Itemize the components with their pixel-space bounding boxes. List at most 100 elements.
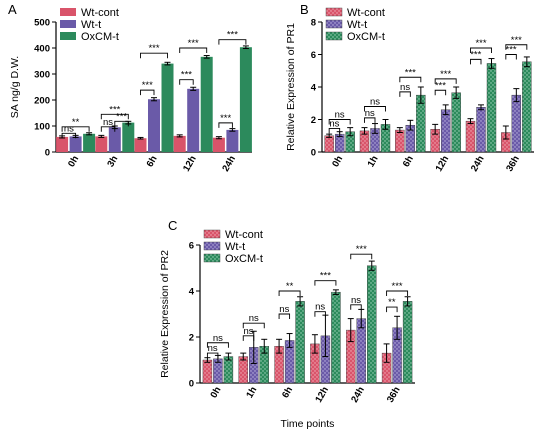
significance-bracket: [140, 52, 168, 59]
bar-oxcm-t: [451, 92, 461, 153]
bar-wt-cont: [238, 356, 248, 384]
panel-label: B: [300, 2, 309, 17]
significance-label: ***: [109, 104, 120, 115]
bar-wt-cont: [212, 137, 225, 152]
bar-wt-cont: [56, 136, 69, 152]
significance-bracket: [218, 122, 233, 128]
legend-label: Wt-t: [347, 19, 367, 31]
significance-bracket: [61, 126, 90, 132]
significance-label: ***: [220, 113, 231, 124]
y-tick-label: 0: [45, 148, 50, 159]
x-tick-label: 12h: [181, 154, 199, 174]
bar-oxcm-t: [161, 63, 174, 152]
legend-swatch: [325, 7, 343, 17]
bar-wt-t: [226, 129, 239, 152]
x-tick-label: 0h: [330, 154, 345, 169]
x-tick-label: 24h: [469, 154, 487, 174]
legend-label: Wt-cont: [81, 7, 119, 19]
legend-label: OxCM-t: [347, 31, 385, 43]
legend-label: OxCM-t: [225, 253, 263, 265]
bar-wt-cont: [395, 129, 405, 153]
panel-a-sa-content: A 0 100 200 300 400 500 SA ng/g D.W. 0h 3h 6h 12h 24…: [8, 2, 252, 174]
bar-oxcm-t: [331, 291, 341, 384]
bar-oxcm-t: [367, 265, 377, 384]
significance-bracket: [470, 58, 482, 65]
significance-bracket: [505, 54, 517, 60]
significance-bracket: [364, 117, 376, 123]
bar-wt-t: [476, 107, 486, 153]
x-tick-label: 24h: [349, 385, 367, 405]
y-tick-label: 500: [34, 18, 50, 29]
y-tick-label: 2: [189, 333, 194, 344]
significance-bracket: [100, 126, 116, 132]
significance-label: **: [286, 281, 294, 292]
x-tick-label: 1h: [244, 385, 259, 400]
x-tick-label: 0h: [66, 154, 81, 169]
bar-wt-cont: [324, 135, 334, 153]
x-tick-label: 6h: [401, 154, 416, 169]
significance-bracket: [364, 106, 386, 112]
panel-label: C: [168, 218, 177, 233]
y-tick-label: 6: [311, 50, 316, 61]
significance-bracket: [328, 119, 351, 125]
legend-swatch: [325, 19, 343, 29]
y-tick-label: 6: [189, 241, 194, 252]
bar-oxcm-t: [200, 56, 213, 153]
bar-oxcm-t: [122, 122, 135, 152]
y-tick-label: 200: [34, 96, 50, 107]
significance-label: ***: [435, 80, 446, 91]
x-tick-label: 1h: [366, 154, 381, 169]
legend-label: OxCM-t: [81, 31, 119, 43]
legend-swatch: [203, 229, 221, 239]
significance-label: ***: [142, 80, 153, 91]
bar-oxcm-t: [402, 301, 413, 384]
significance-label: ns: [243, 326, 253, 337]
legend-swatch: [60, 32, 76, 40]
significance-bracket: [100, 113, 129, 120]
significance-label: ***: [188, 38, 199, 49]
bar-oxcm-t: [486, 63, 497, 153]
significance-label: ns: [400, 82, 410, 93]
y-tick-label: 0: [189, 379, 194, 390]
bar-wt-cont: [173, 135, 186, 152]
y-tick-label: 300: [34, 70, 50, 81]
significance-label: ns: [370, 97, 380, 108]
significance-bracket: [242, 335, 255, 341]
y-tick-label: 4: [311, 83, 317, 94]
legend-swatch: [203, 253, 221, 263]
significance-label: ns: [315, 302, 325, 313]
significance-label: ns: [365, 108, 375, 119]
significance-label: ns: [249, 313, 259, 324]
significance-bracket: [434, 89, 447, 96]
legend-label: Wt-t: [225, 241, 245, 253]
significance-label: ***: [470, 49, 481, 60]
significance-label: ns: [351, 295, 361, 306]
legend-label: Wt-cont: [347, 7, 385, 19]
significance-bracket: [61, 132, 77, 139]
panel-b-pr1-expression: B 0 2 4 6 8 Relative Expression of PR1 0h 1h 6h 12…: [285, 2, 534, 174]
significance-bracket: [140, 89, 155, 96]
bar-wt-cont: [465, 120, 476, 153]
bar-oxcm-t: [239, 47, 252, 152]
significance-bracket: [328, 127, 341, 134]
significance-label: ***: [181, 70, 192, 81]
significance-bracket: [278, 290, 301, 296]
x-axis-label: Time points: [281, 418, 335, 430]
significance-bracket: [386, 290, 409, 296]
significance-label: ***: [116, 111, 127, 122]
bar-wt-cont: [202, 359, 213, 384]
significance-bracket: [278, 313, 291, 319]
significance-bracket: [206, 342, 229, 348]
significance-bracket: [399, 91, 411, 97]
significance-label: ns: [213, 333, 223, 344]
significance-label: ns: [329, 118, 339, 129]
bar-wt-t: [187, 88, 200, 152]
legend-label: Wt-cont: [225, 229, 263, 241]
significance-label: ***: [506, 45, 517, 56]
legend-swatch: [325, 31, 343, 41]
y-tick-label: 4: [189, 287, 195, 298]
bar-wt-t: [440, 109, 451, 153]
y-tick-label: 100: [34, 122, 50, 133]
significance-label: ***: [440, 69, 451, 80]
